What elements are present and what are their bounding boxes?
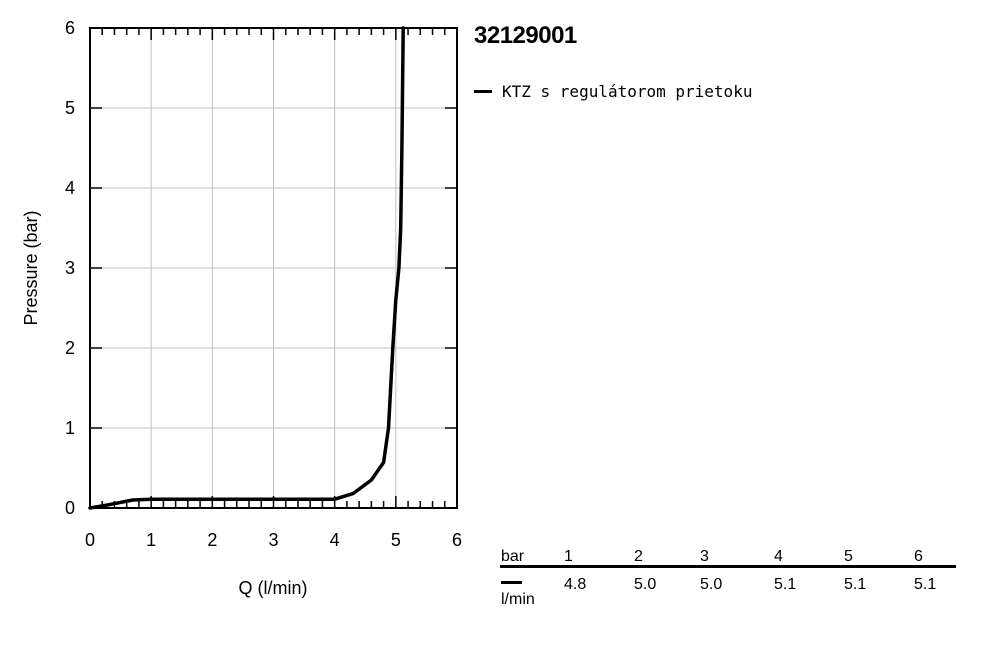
x-tick-label: 5 — [391, 530, 401, 550]
y-axis-title: Pressure (bar) — [21, 210, 41, 325]
x-tick-label: 3 — [268, 530, 278, 550]
x-tick-label: 4 — [330, 530, 340, 550]
x-tick-label: 1 — [146, 530, 156, 550]
legend-label: KTZ s regulátorom prietoku — [502, 82, 753, 101]
table-unit-label: l/min — [501, 591, 535, 608]
table-flow-4: 5.1 — [774, 576, 797, 593]
x-tick-label: 6 — [452, 530, 462, 550]
x-tick-label: 0 — [85, 530, 95, 550]
table-pressure-1: 1 — [564, 548, 573, 565]
plot-frame — [89, 27, 458, 509]
table-pressure-3: 3 — [700, 548, 709, 565]
y-tick-label: 5 — [65, 98, 75, 118]
table-pressure-6: 6 — [914, 548, 923, 565]
y-tick-label: 6 — [65, 18, 75, 38]
y-tick-label: 3 — [65, 258, 75, 278]
table-flow-5: 5.1 — [844, 576, 867, 593]
x-tick-label: 2 — [207, 530, 217, 550]
table-pressure-4: 4 — [774, 548, 783, 565]
y-tick-label: 0 — [65, 498, 75, 518]
table-pressure-2: 2 — [634, 548, 643, 565]
y-tick-label: 2 — [65, 338, 75, 358]
table-pressure-5: 5 — [844, 548, 853, 565]
table-flow-6: 5.1 — [914, 576, 937, 593]
y-tick-label: 4 — [65, 178, 75, 198]
legend-swatch — [474, 90, 492, 93]
series-line-ktz — [88, 26, 405, 510]
table-series-swatch — [501, 581, 522, 584]
legend: KTZ s regulátorom prietoku — [474, 82, 752, 101]
table-divider — [500, 565, 956, 568]
table-flow-2: 5.0 — [634, 576, 657, 593]
x-axis-title: Q (l/min) — [239, 578, 308, 598]
table-flow-3: 5.0 — [700, 576, 723, 593]
product-code-title: 32129001 — [474, 22, 577, 49]
y-tick-label: 1 — [65, 418, 75, 438]
table-header-label: bar — [501, 548, 525, 565]
table-flow-1: 4.8 — [564, 576, 587, 593]
